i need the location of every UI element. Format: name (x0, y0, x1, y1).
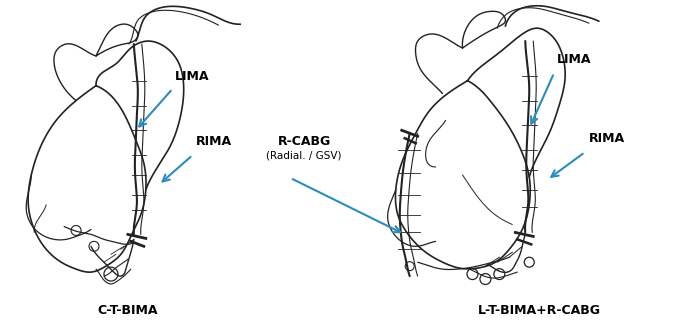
Text: R-CABG: R-CABG (277, 135, 331, 148)
Text: LIMA: LIMA (175, 70, 209, 83)
Text: RIMA: RIMA (196, 135, 232, 148)
Text: C-T-BIMA: C-T-BIMA (98, 304, 158, 317)
Text: (Radial. / GSV): (Radial. / GSV) (266, 150, 342, 160)
Text: RIMA: RIMA (589, 132, 625, 145)
Text: L-T-BIMA+R-CABG: L-T-BIMA+R-CABG (477, 304, 601, 317)
Text: LIMA: LIMA (557, 53, 592, 66)
